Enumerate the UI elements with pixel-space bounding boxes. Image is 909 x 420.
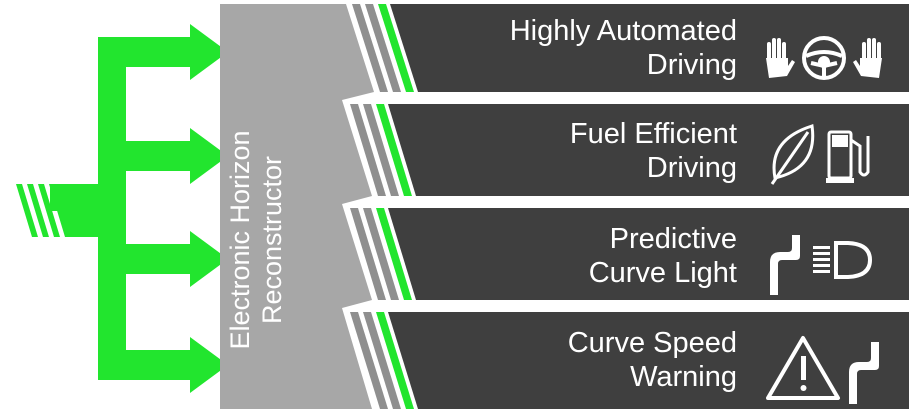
- curved-road-icon: [849, 342, 879, 404]
- function-label-line2: Driving: [646, 49, 737, 81]
- reconstructor-body: [220, 4, 374, 409]
- panel-stripe-gray: [365, 4, 401, 92]
- function-label-highly-automated: Highly Automated Driving: [317, 14, 737, 82]
- panel-stripe-green: [376, 312, 414, 409]
- arrow-to-reconstructor-2: [120, 128, 228, 184]
- fuel-pump-icon: [826, 130, 870, 183]
- panel-stripe-gray: [363, 104, 399, 196]
- warning-triangle-icon: [766, 336, 840, 400]
- function-label-line1: Highly Automated: [509, 15, 737, 47]
- panel-stripe-gray: [350, 104, 386, 196]
- arrow-to-reconstructor-3: [120, 231, 228, 287]
- panel-predictive-curve: [350, 208, 909, 300]
- panel-stripe-green: [376, 208, 412, 300]
- panel-body: [388, 312, 909, 409]
- headlight-icon: [813, 241, 873, 279]
- input-stripe-1: [16, 184, 38, 237]
- diagram-canvas: [16, 4, 909, 409]
- arrow-to-reconstructor-1: [98, 24, 228, 80]
- steering-wheel-icon: [802, 36, 846, 80]
- function-label-line1: Fuel Efficient: [569, 118, 737, 150]
- hand-icon: [766, 38, 795, 78]
- reconstructor-label-line2: Reconstructor: [257, 155, 287, 325]
- function-label-line1: Predictive: [609, 223, 737, 255]
- function-label-line2: Curve Light: [588, 257, 737, 289]
- input-stripe-2: [27, 184, 49, 237]
- function-label-line2: Driving: [646, 152, 737, 184]
- reconstructor-column: [220, 4, 374, 409]
- function-label-curve-speed: Curve Speed Warning: [317, 326, 737, 394]
- function-label-predictive-curve: Predictive Curve Light: [317, 222, 737, 290]
- green-distribution-tree: [16, 24, 228, 393]
- leaf-icon: [770, 124, 815, 185]
- panel-stripe-gray: [350, 208, 386, 300]
- panel-body: [388, 208, 909, 300]
- reconstructor-label-line1: Electronic Horizon: [225, 130, 255, 350]
- panel-stripe-green: [378, 4, 414, 92]
- arrow-to-reconstructor-4: [98, 337, 228, 393]
- input-stem-end: [49, 184, 120, 237]
- curved-road-icon: [770, 235, 800, 295]
- function-label-line1: Curve Speed: [567, 327, 737, 359]
- panel-curve-speed: [350, 312, 909, 409]
- panel-stripe-gray: [363, 208, 399, 300]
- hand-icon: [853, 38, 882, 78]
- panel-stripe-gray: [350, 312, 388, 409]
- panel-stripe-gray: [363, 312, 401, 409]
- panel-stripe-green: [376, 104, 412, 196]
- panel-stripe-gray: [352, 4, 388, 92]
- function-label-fuel-efficient: Fuel Efficient Driving: [317, 117, 737, 185]
- input-stripe-3: [38, 184, 60, 237]
- function-label-line2: Warning: [630, 361, 737, 393]
